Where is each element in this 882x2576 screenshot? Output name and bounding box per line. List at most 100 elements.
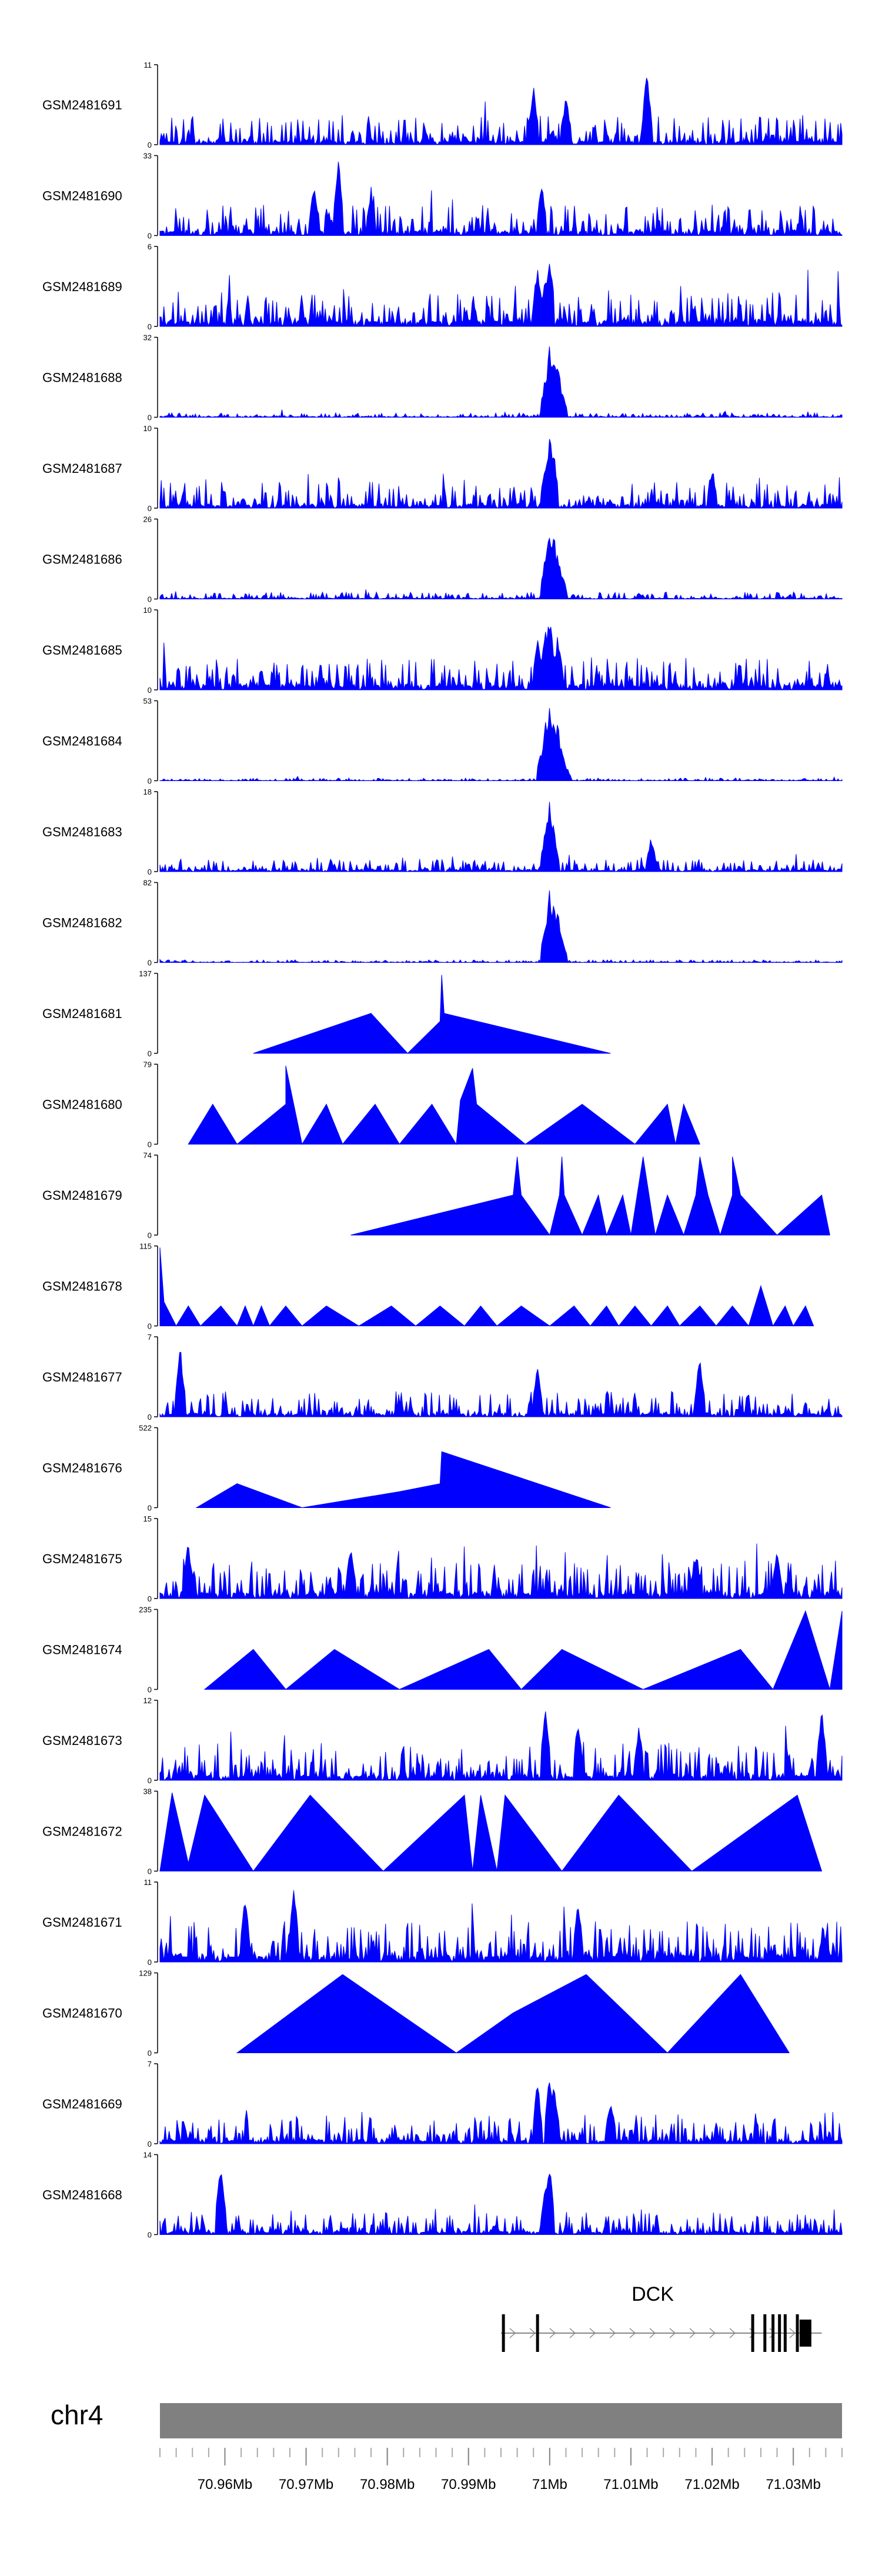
track-label: GSM2481672 [42,1824,122,1839]
y-max-label: 18 [143,788,152,796]
y-max-label: 32 [143,333,152,342]
coverage-area [159,2082,843,2145]
coverage-area [159,890,843,963]
y-zero-label: 0 [148,595,152,604]
x-tick-label: 70.97Mb [279,2477,333,2492]
x-tick-label: 70.99Mb [441,2477,496,2492]
track-GSM2481671: GSM2481671 11 0 [42,1878,843,1967]
track-label: GSM2481682 [42,916,122,930]
y-zero-label: 0 [148,686,152,695]
coverage-area [159,708,843,782]
axis-ticks: 70.96Mb 70.97Mb 70.98Mb 70.99Mb 71Mb 71.01Mb 7… [159,2448,843,2492]
y-zero-label: 0 [148,1686,152,1694]
coverage-area [159,1247,814,1327]
strand-arrow [529,2328,536,2338]
track-GSM2481682: GSM2481682 82 0 [42,879,843,967]
coverage-area [159,2173,843,2235]
coverage-area [159,162,843,236]
track-GSM2481668: GSM2481668 14 0 [42,2151,843,2240]
coverage-area [253,975,611,1054]
y-max-label: 74 [143,1151,152,1160]
strand-arrow [569,2328,576,2338]
coverage-area [159,1890,843,1963]
y-zero-label: 0 [148,2231,152,2240]
y-max-label: 26 [143,515,152,524]
y-max-label: 15 [143,1514,152,1523]
y-max-label: 235 [139,1606,152,1614]
track-label: GSM2481685 [42,643,122,658]
y-zero-label: 0 [148,1322,152,1331]
coverage-area [159,802,843,873]
strand-arrow [669,2328,676,2338]
track-GSM2481691: GSM2481691 11 0 [42,61,843,149]
strand-arrow [689,2328,696,2338]
strand-arrow [589,2328,596,2338]
x-tick-label: 71Mb [532,2477,567,2492]
y-max-label: 53 [143,697,152,706]
coverage-area [159,1543,843,1599]
track-GSM2481673: GSM2481673 12 0 [42,1696,843,1785]
coverage-area [159,1793,823,1872]
track-label: GSM2481678 [42,1279,122,1294]
track-label: GSM2481670 [42,2006,122,2021]
y-zero-label: 0 [148,1049,152,1058]
y-max-label: 11 [144,1878,152,1887]
track-label: GSM2481671 [42,1915,122,1930]
y-zero-label: 0 [148,2140,152,2148]
y-max-label: 82 [143,879,152,887]
y-zero-label: 0 [148,141,152,149]
track-label: GSM2481679 [42,1188,122,1203]
track-GSM2481687: GSM2481687 10 0 [42,424,843,513]
track-label: GSM2481686 [42,552,122,567]
coverage-area [350,1156,830,1236]
y-zero-label: 0 [148,1594,152,1603]
y-zero-label: 0 [148,232,152,241]
strand-arrow [629,2328,636,2338]
coverage-area [188,1066,701,1146]
y-zero-label: 0 [148,867,152,876]
track-label: GSM2481669 [42,2097,122,2111]
chromosome-label: chr4 [51,2400,103,2430]
track-GSM2481672: GSM2481672 38 0 [42,1787,823,1876]
y-max-label: 12 [143,1696,152,1705]
y-zero-label: 0 [148,1504,152,1513]
y-zero-label: 0 [148,322,152,331]
y-max-label: 522 [139,1424,152,1433]
y-zero-label: 0 [148,1867,152,1876]
track-GSM2481676: GSM2481676 522 0 [42,1424,611,1513]
strand-arrow [549,2328,556,2338]
coverage-tracks: GSM2481691110GSM2481690330GSM248168960GS… [42,61,843,2240]
track-label: GSM2481676 [42,1461,122,1476]
track-GSM2481670: GSM2481670 129 0 [42,1969,790,2058]
y-max-label: 10 [143,424,152,433]
y-max-label: 115 [139,1242,152,1251]
y-zero-label: 0 [148,2049,152,2058]
y-max-label: 14 [143,2151,152,2160]
y-max-label: 137 [139,969,152,978]
track-GSM2481688: GSM2481688 32 0 [42,333,843,422]
y-max-label: 33 [143,152,152,161]
x-tick-label: 71.03Mb [766,2477,820,2492]
track-label: GSM2481677 [42,1370,122,1384]
track-GSM2481690: GSM2481690 33 0 [42,152,843,241]
track-label: GSM2481673 [42,1733,122,1748]
gene-model [501,2314,822,2352]
y-max-label: 6 [148,242,152,251]
gene-exon [771,2314,775,2352]
track-GSM2481679: GSM2481679 74 0 [42,1151,830,1240]
y-zero-label: 0 [148,959,152,967]
y-max-label: 7 [148,2060,152,2068]
gene-label: DCK [632,2283,674,2305]
track-GSM2481683: GSM2481683 18 0 [42,788,843,876]
track-label: GSM2481689 [42,279,122,294]
y-max-label: 7 [148,1333,152,1342]
y-max-label: 79 [143,1060,152,1069]
coverage-area [236,1974,790,2054]
track-GSM2481689: GSM2481689 6 0 [42,242,843,331]
strand-arrow [709,2328,716,2338]
track-label: GSM2481680 [42,1097,122,1112]
coverage-area [159,538,843,600]
track-GSM2481678: GSM2481678 115 0 [42,1242,814,1331]
track-GSM2481680: GSM2481680 79 0 [42,1060,701,1149]
chromosome-ideogram [160,2403,842,2438]
